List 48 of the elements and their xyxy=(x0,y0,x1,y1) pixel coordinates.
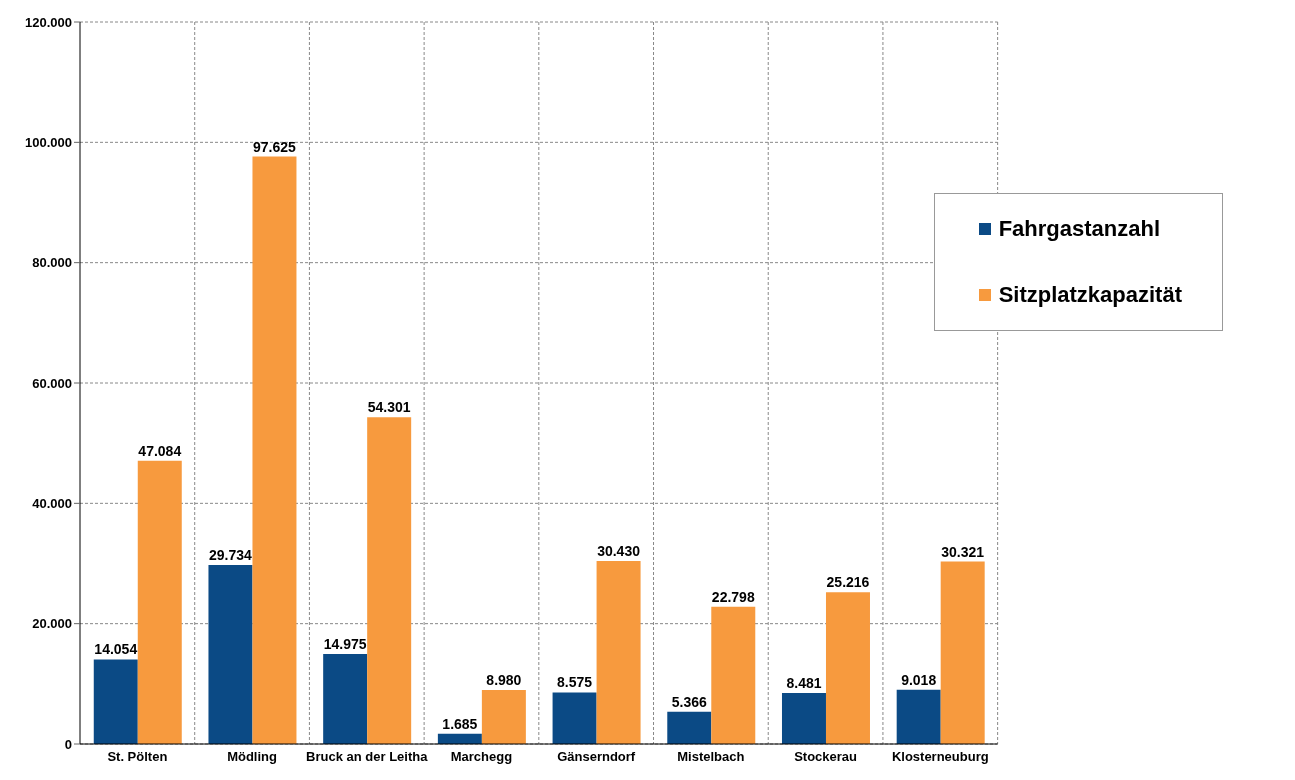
y-tick-label: 40.000 xyxy=(32,495,72,511)
data-label: 54.301 xyxy=(367,399,411,416)
bar xyxy=(367,417,412,744)
x-tick-label: Gänserndorf xyxy=(557,749,636,765)
y-tick-label: 60.000 xyxy=(32,375,72,391)
data-label: 1.685 xyxy=(442,715,478,732)
y-tick-label: 80.000 xyxy=(32,255,72,271)
bar xyxy=(940,561,985,744)
x-tick-label: Mistelbach xyxy=(677,749,745,765)
data-label: 5.366 xyxy=(671,693,707,710)
y-tick-label: 100.000 xyxy=(25,134,72,150)
data-label: 8.575 xyxy=(557,674,593,691)
data-label: 14.975 xyxy=(323,635,367,652)
x-tick-label: Klosterneuburg xyxy=(891,749,989,765)
y-tick-label: 0 xyxy=(64,736,72,752)
x-tick-label: Bruck an der Leitha xyxy=(306,749,429,765)
data-label: 22.798 xyxy=(711,588,755,605)
bar xyxy=(323,653,368,744)
bar xyxy=(481,689,526,744)
x-tick-label: Marchegg xyxy=(450,749,513,765)
bar xyxy=(93,659,138,744)
legend-label: Sitzplatzkapazität xyxy=(998,282,1182,308)
bar xyxy=(137,460,182,744)
bar xyxy=(711,606,756,744)
y-tick-label: 120.000 xyxy=(25,14,72,30)
data-label: 9.018 xyxy=(901,671,937,688)
data-label: 30.321 xyxy=(941,543,985,560)
data-label: 25.216 xyxy=(826,574,870,591)
y-tick-label: 20.000 xyxy=(32,616,72,632)
data-label: 8.980 xyxy=(486,671,522,688)
legend-label: Fahrgastanzahl xyxy=(998,216,1160,242)
x-tick-label: Mödling xyxy=(227,749,278,765)
bar xyxy=(825,592,870,744)
bar xyxy=(252,156,297,744)
x-tick-label: St. Pölten xyxy=(107,749,168,765)
data-label: 30.430 xyxy=(597,542,641,559)
bar xyxy=(552,692,597,744)
data-label: 47.084 xyxy=(138,442,182,459)
bar xyxy=(896,689,941,744)
data-label: 8.481 xyxy=(786,674,822,691)
bar xyxy=(208,565,253,744)
data-label: 14.054 xyxy=(94,641,138,658)
data-label: 97.625 xyxy=(253,138,297,155)
x-tick-label: Stockerau xyxy=(794,749,858,765)
bar xyxy=(781,692,826,744)
data-label: 29.734 xyxy=(209,547,253,564)
bar xyxy=(667,711,712,744)
bar xyxy=(596,560,641,744)
